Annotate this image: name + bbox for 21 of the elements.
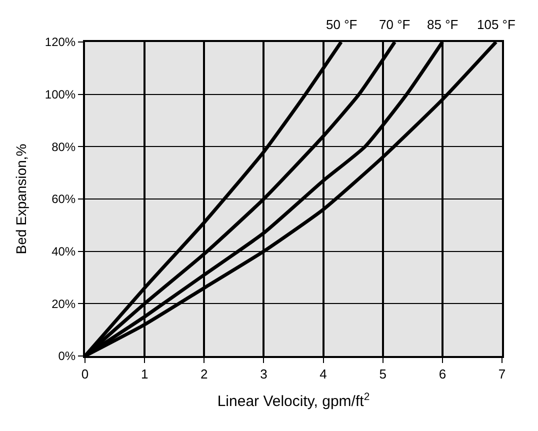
y-tick-label: 80% [52, 140, 76, 154]
x-tick-label: 5 [379, 366, 386, 382]
x-tick-label: 3 [260, 366, 268, 382]
y-tick-label: 40% [52, 244, 76, 259]
series-label: 85 °F [427, 17, 458, 32]
x-tick-label: 2 [200, 366, 208, 382]
x-tick-label: 1 [140, 366, 148, 382]
series-label: 70 °F [379, 17, 410, 32]
x-tick-label: 6 [438, 366, 446, 382]
x-tick-label: 7 [498, 366, 506, 382]
series-label: 50 °F [326, 17, 358, 32]
series-label: 105 °F [477, 17, 516, 32]
y-tick-label: 60% [52, 192, 76, 206]
y-tick-label: 100% [44, 88, 76, 102]
x-tick-label: 0 [81, 366, 89, 382]
y-tick-label: 0% [58, 349, 76, 364]
x-axis-title: Linear Velocity, gpm/ft$^{2}$ [217, 390, 370, 410]
y-tick-label: 120% [44, 35, 76, 50]
y-tick-label: 20% [52, 296, 76, 311]
y-axis-title: Bed Expansion,% [12, 144, 29, 254]
x-tick-label: 4 [320, 366, 327, 382]
